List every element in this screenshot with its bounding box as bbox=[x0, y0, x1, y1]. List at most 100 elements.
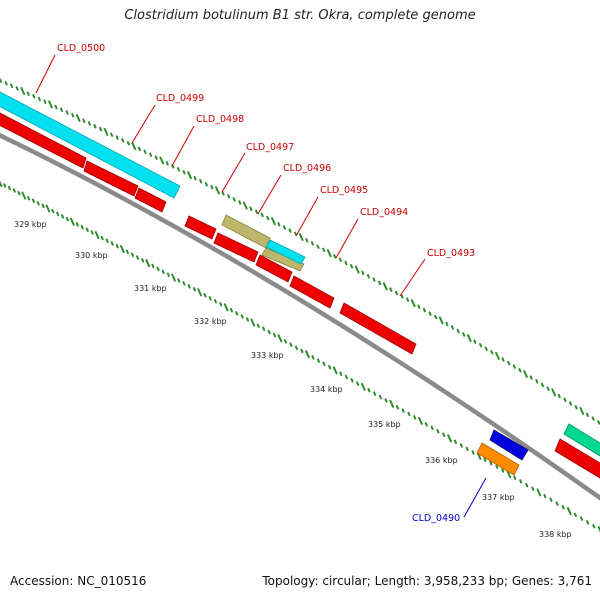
major-tick bbox=[243, 201, 248, 210]
major-tick bbox=[20, 87, 26, 95]
minor-tick bbox=[137, 146, 141, 152]
genome-summary-text: Topology: circular; Length: 3,958,233 bp… bbox=[262, 574, 592, 588]
gene-label[interactable]: CLD_0490 bbox=[412, 513, 460, 524]
gene-label[interactable]: CLD_0497 bbox=[246, 142, 294, 153]
minor-tick bbox=[366, 274, 370, 279]
minor-tick bbox=[350, 264, 354, 269]
major-tick bbox=[45, 204, 51, 213]
minor-tick bbox=[294, 345, 298, 350]
gene-feature[interactable] bbox=[0, 91, 181, 199]
gene-labels: CLD_0500 CLD_0499 CLD_0498 CLD_0497 CLD_… bbox=[57, 43, 475, 524]
gene-feature[interactable] bbox=[213, 232, 259, 263]
minor-tick bbox=[65, 216, 69, 222]
gene-label[interactable]: CLD_0499 bbox=[156, 93, 204, 104]
major-tick bbox=[271, 217, 276, 226]
minor-tick bbox=[51, 208, 55, 214]
scale-label: 336 kbp bbox=[425, 456, 458, 465]
gene-feature[interactable] bbox=[289, 275, 335, 309]
minor-tick bbox=[473, 339, 477, 344]
minor-tick bbox=[395, 405, 399, 410]
minor-tick bbox=[288, 228, 292, 233]
minor-tick bbox=[417, 304, 421, 309]
minor-tick bbox=[260, 212, 264, 218]
minor-tick bbox=[210, 185, 214, 190]
major-tick bbox=[103, 127, 109, 136]
minor-tick bbox=[311, 355, 315, 360]
minor-tick bbox=[546, 386, 550, 391]
minor-tick bbox=[373, 391, 377, 396]
minor-tick bbox=[489, 461, 493, 466]
minor-tick bbox=[27, 196, 31, 201]
minor-tick bbox=[597, 420, 600, 425]
minor-tick bbox=[90, 230, 94, 235]
gene-feature[interactable] bbox=[0, 112, 87, 169]
gene-label[interactable]: CLD_0494 bbox=[360, 207, 408, 218]
minor-tick bbox=[436, 429, 440, 434]
minor-tick bbox=[451, 325, 454, 330]
minor-tick bbox=[61, 214, 65, 219]
minor-tick bbox=[540, 382, 544, 388]
minor-tick bbox=[3, 183, 7, 188]
minor-tick bbox=[238, 200, 242, 205]
minor-tick bbox=[199, 179, 203, 184]
gene-feature[interactable] bbox=[489, 429, 529, 461]
gene-label[interactable]: CLD_0500 bbox=[57, 43, 105, 54]
gene-feature[interactable] bbox=[554, 438, 600, 479]
major-tick bbox=[75, 114, 81, 122]
minor-tick bbox=[483, 457, 487, 462]
minor-tick bbox=[266, 215, 270, 221]
minor-tick bbox=[555, 501, 559, 506]
gene-feature[interactable] bbox=[339, 302, 417, 355]
minor-tick bbox=[407, 411, 411, 417]
gene-feature[interactable] bbox=[563, 423, 600, 457]
minor-tick bbox=[165, 161, 169, 166]
gene-label[interactable]: CLD_0496 bbox=[283, 163, 331, 174]
minor-tick bbox=[484, 346, 488, 351]
gene-feature[interactable] bbox=[83, 160, 139, 197]
minor-tick bbox=[203, 293, 207, 298]
scale-label: 337 kbp bbox=[482, 493, 515, 502]
minor-tick bbox=[0, 78, 3, 83]
minor-tick bbox=[328, 364, 332, 370]
minor-tick bbox=[428, 311, 432, 316]
minor-tick bbox=[543, 493, 547, 499]
gene-label[interactable]: CLD_0498 bbox=[196, 114, 244, 125]
minor-tick bbox=[100, 235, 104, 241]
gene-label[interactable]: CLD_0495 bbox=[320, 185, 368, 196]
major-tick bbox=[447, 434, 452, 443]
minor-tick bbox=[219, 302, 223, 307]
minor-tick bbox=[232, 197, 236, 202]
major-tick bbox=[354, 265, 360, 274]
minor-tick bbox=[17, 190, 21, 196]
minor-tick bbox=[442, 432, 446, 437]
minor-tick bbox=[43, 99, 47, 104]
major-tick bbox=[418, 416, 423, 425]
minor-tick bbox=[317, 358, 320, 363]
gene-feature[interactable] bbox=[476, 442, 520, 476]
accession-text: Accession: NC_010516 bbox=[10, 574, 147, 588]
major-tick bbox=[131, 142, 137, 151]
gene-feature[interactable] bbox=[184, 215, 217, 240]
major-tick bbox=[187, 171, 192, 180]
minor-tick bbox=[187, 284, 191, 289]
minor-tick bbox=[31, 198, 35, 203]
minor-tick bbox=[465, 446, 469, 452]
minor-tick bbox=[310, 241, 314, 246]
minor-tick bbox=[344, 374, 348, 380]
gene-feature[interactable] bbox=[265, 239, 306, 265]
minor-tick bbox=[462, 332, 466, 337]
page-title: Clostridium botulinum B1 str. Okra, comp… bbox=[124, 8, 476, 23]
minor-tick bbox=[99, 126, 103, 132]
gene-label[interactable]: CLD_0493 bbox=[427, 248, 475, 259]
gene-features bbox=[0, 91, 600, 479]
major-tick bbox=[0, 180, 3, 187]
scale-labels: 329 kbp 330 kbp 331 kbp 332 kbp 333 kbp … bbox=[14, 220, 572, 539]
gene-feature[interactable] bbox=[255, 254, 293, 283]
gene-feature[interactable] bbox=[134, 187, 167, 213]
minor-tick bbox=[192, 287, 196, 292]
minor-tick bbox=[166, 272, 170, 277]
minor-tick bbox=[434, 314, 438, 320]
minor-tick bbox=[12, 188, 16, 193]
minor-tick bbox=[176, 167, 180, 172]
minor-tick bbox=[37, 96, 41, 102]
